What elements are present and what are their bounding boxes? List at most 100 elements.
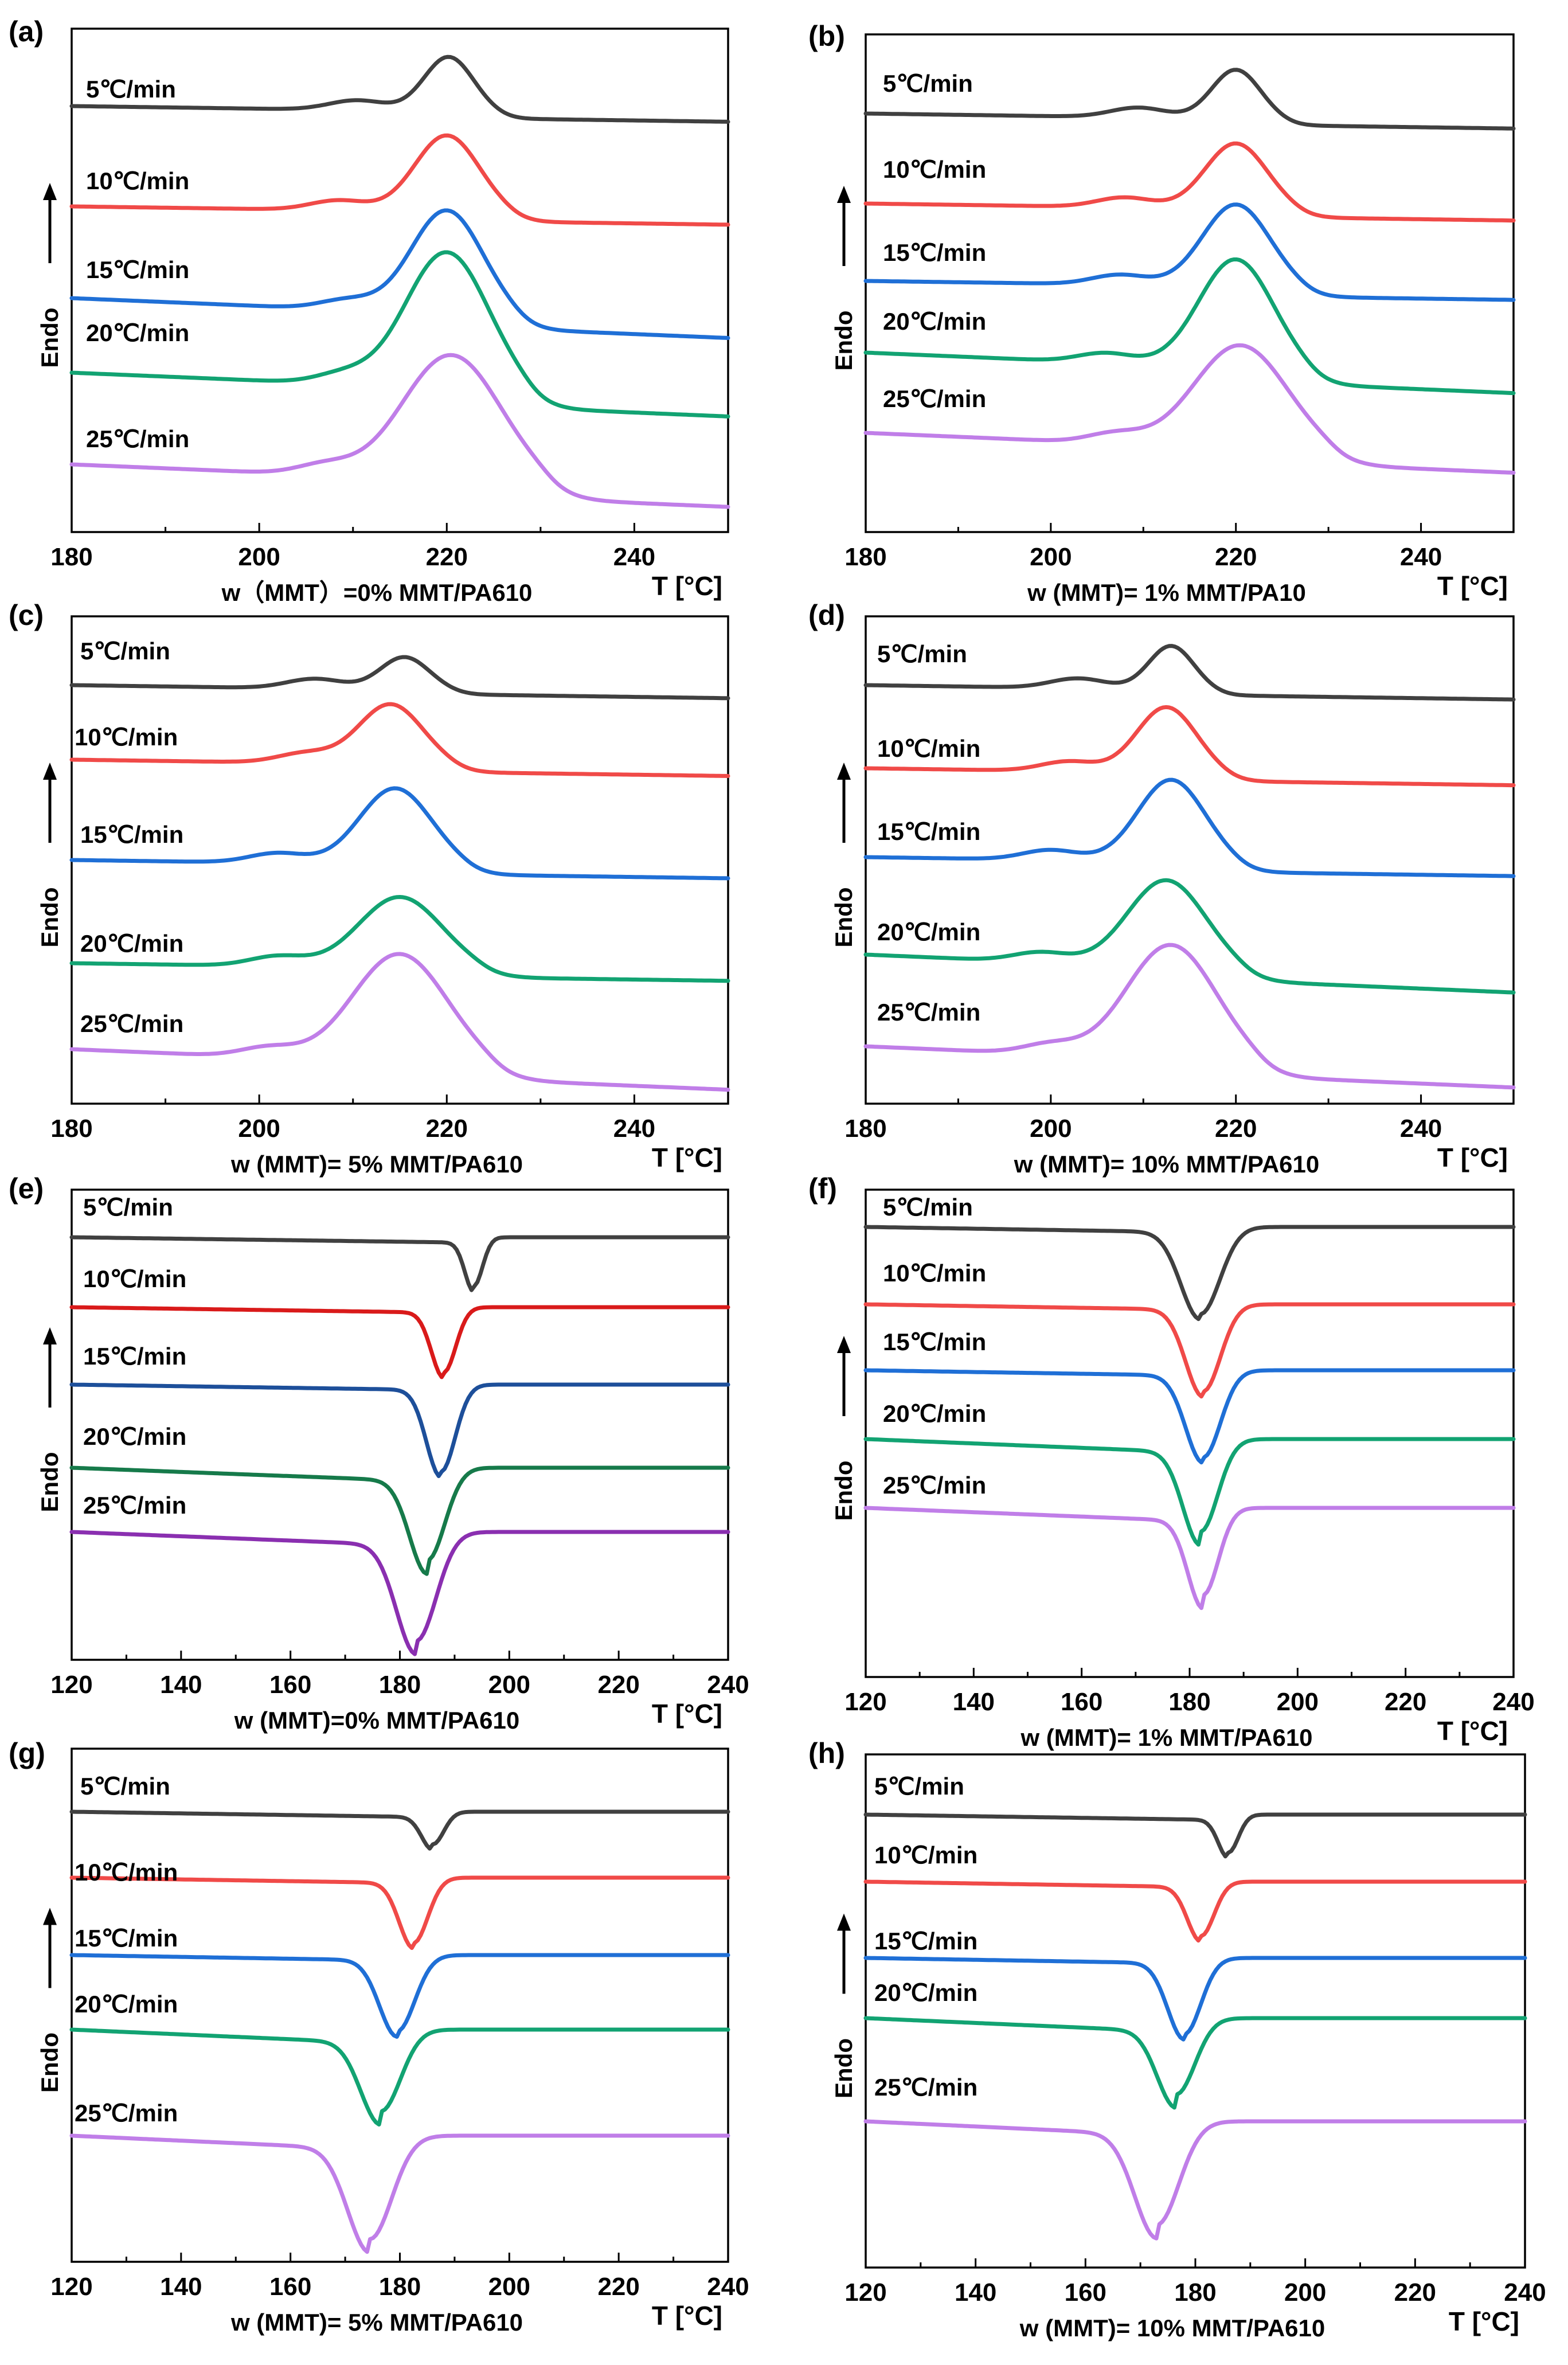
panel-tag: (a) [9, 15, 44, 48]
x-tick-label: 240 [1400, 1115, 1442, 1143]
x-tick-label: 160 [269, 1671, 311, 1699]
dsc-curve [69, 2133, 730, 2254]
x-tick-label: 180 [1174, 2278, 1216, 2307]
panel-c: 180 200 220 240 (c) w (MMT)= 5% MMT/PA610 T [°… [9, 599, 730, 1178]
t-unit-label: T [°C] [652, 2301, 722, 2331]
rate-label: 20℃/min [883, 308, 986, 335]
dsc-curve [69, 353, 730, 509]
dsc-curve [863, 878, 1516, 995]
endo-label: Endo [830, 311, 857, 371]
rate-label: 15℃/min [80, 821, 183, 848]
rate-label: 25℃/min [86, 425, 189, 452]
plot-frame [865, 1753, 1526, 2269]
x-tick-label: 180 [844, 1115, 886, 1143]
x-tick-label: 200 [1030, 543, 1072, 571]
x-tick-label: 200 [238, 1115, 280, 1143]
rate-label: 10℃/min [877, 735, 980, 762]
rate-label: 20℃/min [877, 918, 980, 945]
x-tick-label: 180 [50, 543, 92, 571]
endo-arrowhead [43, 1907, 57, 1925]
endo-arrowhead [837, 1336, 851, 1353]
rate-label: 20℃/min [86, 319, 189, 346]
x-tick-label: 120 [844, 1688, 886, 1716]
x-tick-label: 220 [1385, 1688, 1426, 1716]
dsc-curve [69, 952, 730, 1092]
rate-label: 20℃/min [874, 1979, 977, 2006]
dsc-curve [69, 208, 730, 340]
rate-label: 5℃/min [86, 76, 176, 103]
rate-label: 20℃/min [75, 1991, 178, 2018]
x-tick-label: 140 [953, 1688, 995, 1716]
dsc-curve [863, 202, 1516, 302]
endo-label: Endo [830, 2038, 857, 2098]
dsc-curve [69, 1530, 730, 1656]
rate-label: 5℃/min [80, 1773, 170, 1800]
rate-label: 20℃/min [83, 1423, 186, 1450]
dsc-curve [863, 2016, 1527, 2110]
x-tick-label: 240 [707, 1671, 749, 1699]
x-axis-title: w (MMT)= 5% MMT/PA610 [230, 1151, 523, 1178]
endo-arrowhead [837, 186, 851, 203]
t-unit-label: T [°C] [1437, 1716, 1508, 1746]
dsc-curve [69, 1305, 730, 1379]
t-unit-label: T [°C] [1437, 1143, 1508, 1172]
dsc-curve [863, 1506, 1516, 1610]
t-unit-label: T [°C] [652, 1143, 722, 1172]
rate-label: 10℃/min [883, 156, 986, 183]
rate-label: 5℃/min [83, 1194, 173, 1221]
panel-tag: (c) [9, 599, 44, 631]
x-tick-label: 180 [844, 543, 886, 571]
rate-label: 10℃/min [874, 1842, 977, 1868]
x-tick-label: 240 [1400, 543, 1442, 571]
rate-label: 15℃/min [75, 1925, 178, 1952]
dsc-curve [69, 895, 730, 983]
panel-tag: (h) [808, 1737, 845, 1769]
x-tick-label: 220 [1394, 2278, 1436, 2307]
x-tick-label: 220 [426, 1115, 468, 1143]
dsc-curve [863, 1225, 1516, 1322]
t-unit-label: T [°C] [1437, 571, 1508, 601]
rate-label: 25℃/min [83, 1492, 186, 1519]
dsc-curve [69, 54, 730, 124]
panel-e: 120 140 160 180 200 220 240 (e) w (MMT)=0% MMT/P… [9, 1172, 749, 1734]
dsc-curve [863, 705, 1516, 788]
panel-f: 120 140 160 180 200 220 240 (f) w (MMT)= 1% MMT/… [808, 1172, 1535, 1751]
dsc-curve [69, 1875, 730, 1950]
x-tick-label: 140 [160, 1671, 202, 1699]
x-tick-label: 240 [1504, 2278, 1546, 2307]
x-axis-title: w (MMT)= 10% MMT/PA610 [1019, 2315, 1325, 2341]
x-tick-label: 220 [1215, 543, 1257, 571]
panel-tag: (d) [808, 599, 845, 631]
x-tick-label: 240 [613, 543, 655, 571]
t-unit-label: T [°C] [1449, 2307, 1519, 2336]
dsc-curve [863, 1302, 1516, 1399]
panel-d: 180 200 220 240 (d) w (MMT)= 10% MMT/PA610 T [… [808, 599, 1516, 1178]
x-tick-label: 200 [1030, 1115, 1072, 1143]
plot-frame [71, 28, 729, 533]
dsc-curve [863, 1879, 1527, 1943]
endo-arrowhead [43, 1327, 57, 1344]
rate-label: 25℃/min [883, 1472, 986, 1499]
dsc-curve [863, 343, 1516, 475]
x-axis-title: w (MMT)= 10% MMT/PA610 [1014, 1151, 1319, 1178]
rate-label: 20℃/min [883, 1400, 986, 1427]
x-tick-label: 160 [1065, 2278, 1106, 2307]
rate-label: 15℃/min [877, 818, 980, 845]
endo-arrowhead [43, 763, 57, 780]
x-axis-title: w (MMT)=0% MMT/PA610 [234, 1707, 519, 1734]
endo-label: Endo [36, 2032, 63, 2093]
rate-label: 25℃/min [80, 1010, 183, 1037]
x-axis-title: w (MMT)= 1% MMT/PA610 [1020, 1724, 1312, 1751]
dsc-curve [69, 1382, 730, 1479]
x-tick-label: 180 [379, 1671, 421, 1699]
dsc-curve [69, 1953, 730, 2039]
x-tick-label: 200 [488, 2273, 530, 2301]
rate-label: 15℃/min [883, 1328, 986, 1355]
rate-label: 10℃/min [86, 167, 189, 194]
rate-label: 15℃/min [83, 1343, 186, 1370]
endo-label: Endo [36, 1452, 63, 1512]
x-tick-label: 200 [1277, 1688, 1319, 1716]
dsc-curve [69, 1465, 730, 1576]
x-tick-label: 180 [50, 1115, 92, 1143]
panel-tag: (f) [808, 1172, 837, 1205]
